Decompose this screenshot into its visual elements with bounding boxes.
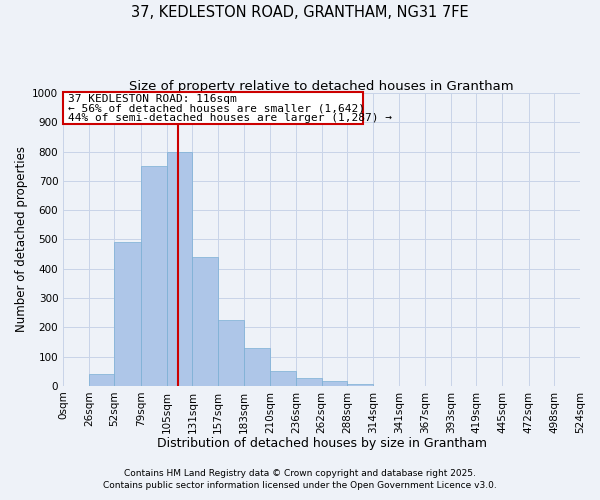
Bar — [167, 152, 193, 386]
Text: 37, KEDLESTON ROAD, GRANTHAM, NG31 7FE: 37, KEDLESTON ROAD, GRANTHAM, NG31 7FE — [131, 5, 469, 20]
Bar — [347, 384, 373, 386]
Text: ← 56% of detached houses are smaller (1,642): ← 56% of detached houses are smaller (1,… — [68, 103, 365, 113]
Bar — [296, 378, 322, 386]
Text: Contains HM Land Registry data © Crown copyright and database right 2025.: Contains HM Land Registry data © Crown c… — [124, 468, 476, 477]
Y-axis label: Number of detached properties: Number of detached properties — [15, 146, 28, 332]
Bar — [193, 257, 218, 386]
X-axis label: Distribution of detached houses by size in Grantham: Distribution of detached houses by size … — [157, 437, 487, 450]
Title: Size of property relative to detached houses in Grantham: Size of property relative to detached ho… — [129, 80, 514, 93]
Text: Contains public sector information licensed under the Open Government Licence v3: Contains public sector information licen… — [103, 481, 497, 490]
Bar — [218, 320, 244, 386]
Text: 37 KEDLESTON ROAD: 116sqm: 37 KEDLESTON ROAD: 116sqm — [68, 94, 237, 104]
Bar — [322, 382, 347, 386]
Bar — [89, 374, 115, 386]
Bar — [115, 242, 141, 386]
Bar — [244, 348, 270, 386]
FancyBboxPatch shape — [63, 92, 363, 124]
Bar — [270, 370, 296, 386]
Text: 44% of semi-detached houses are larger (1,287) →: 44% of semi-detached houses are larger (… — [68, 113, 392, 123]
Bar — [141, 166, 167, 386]
